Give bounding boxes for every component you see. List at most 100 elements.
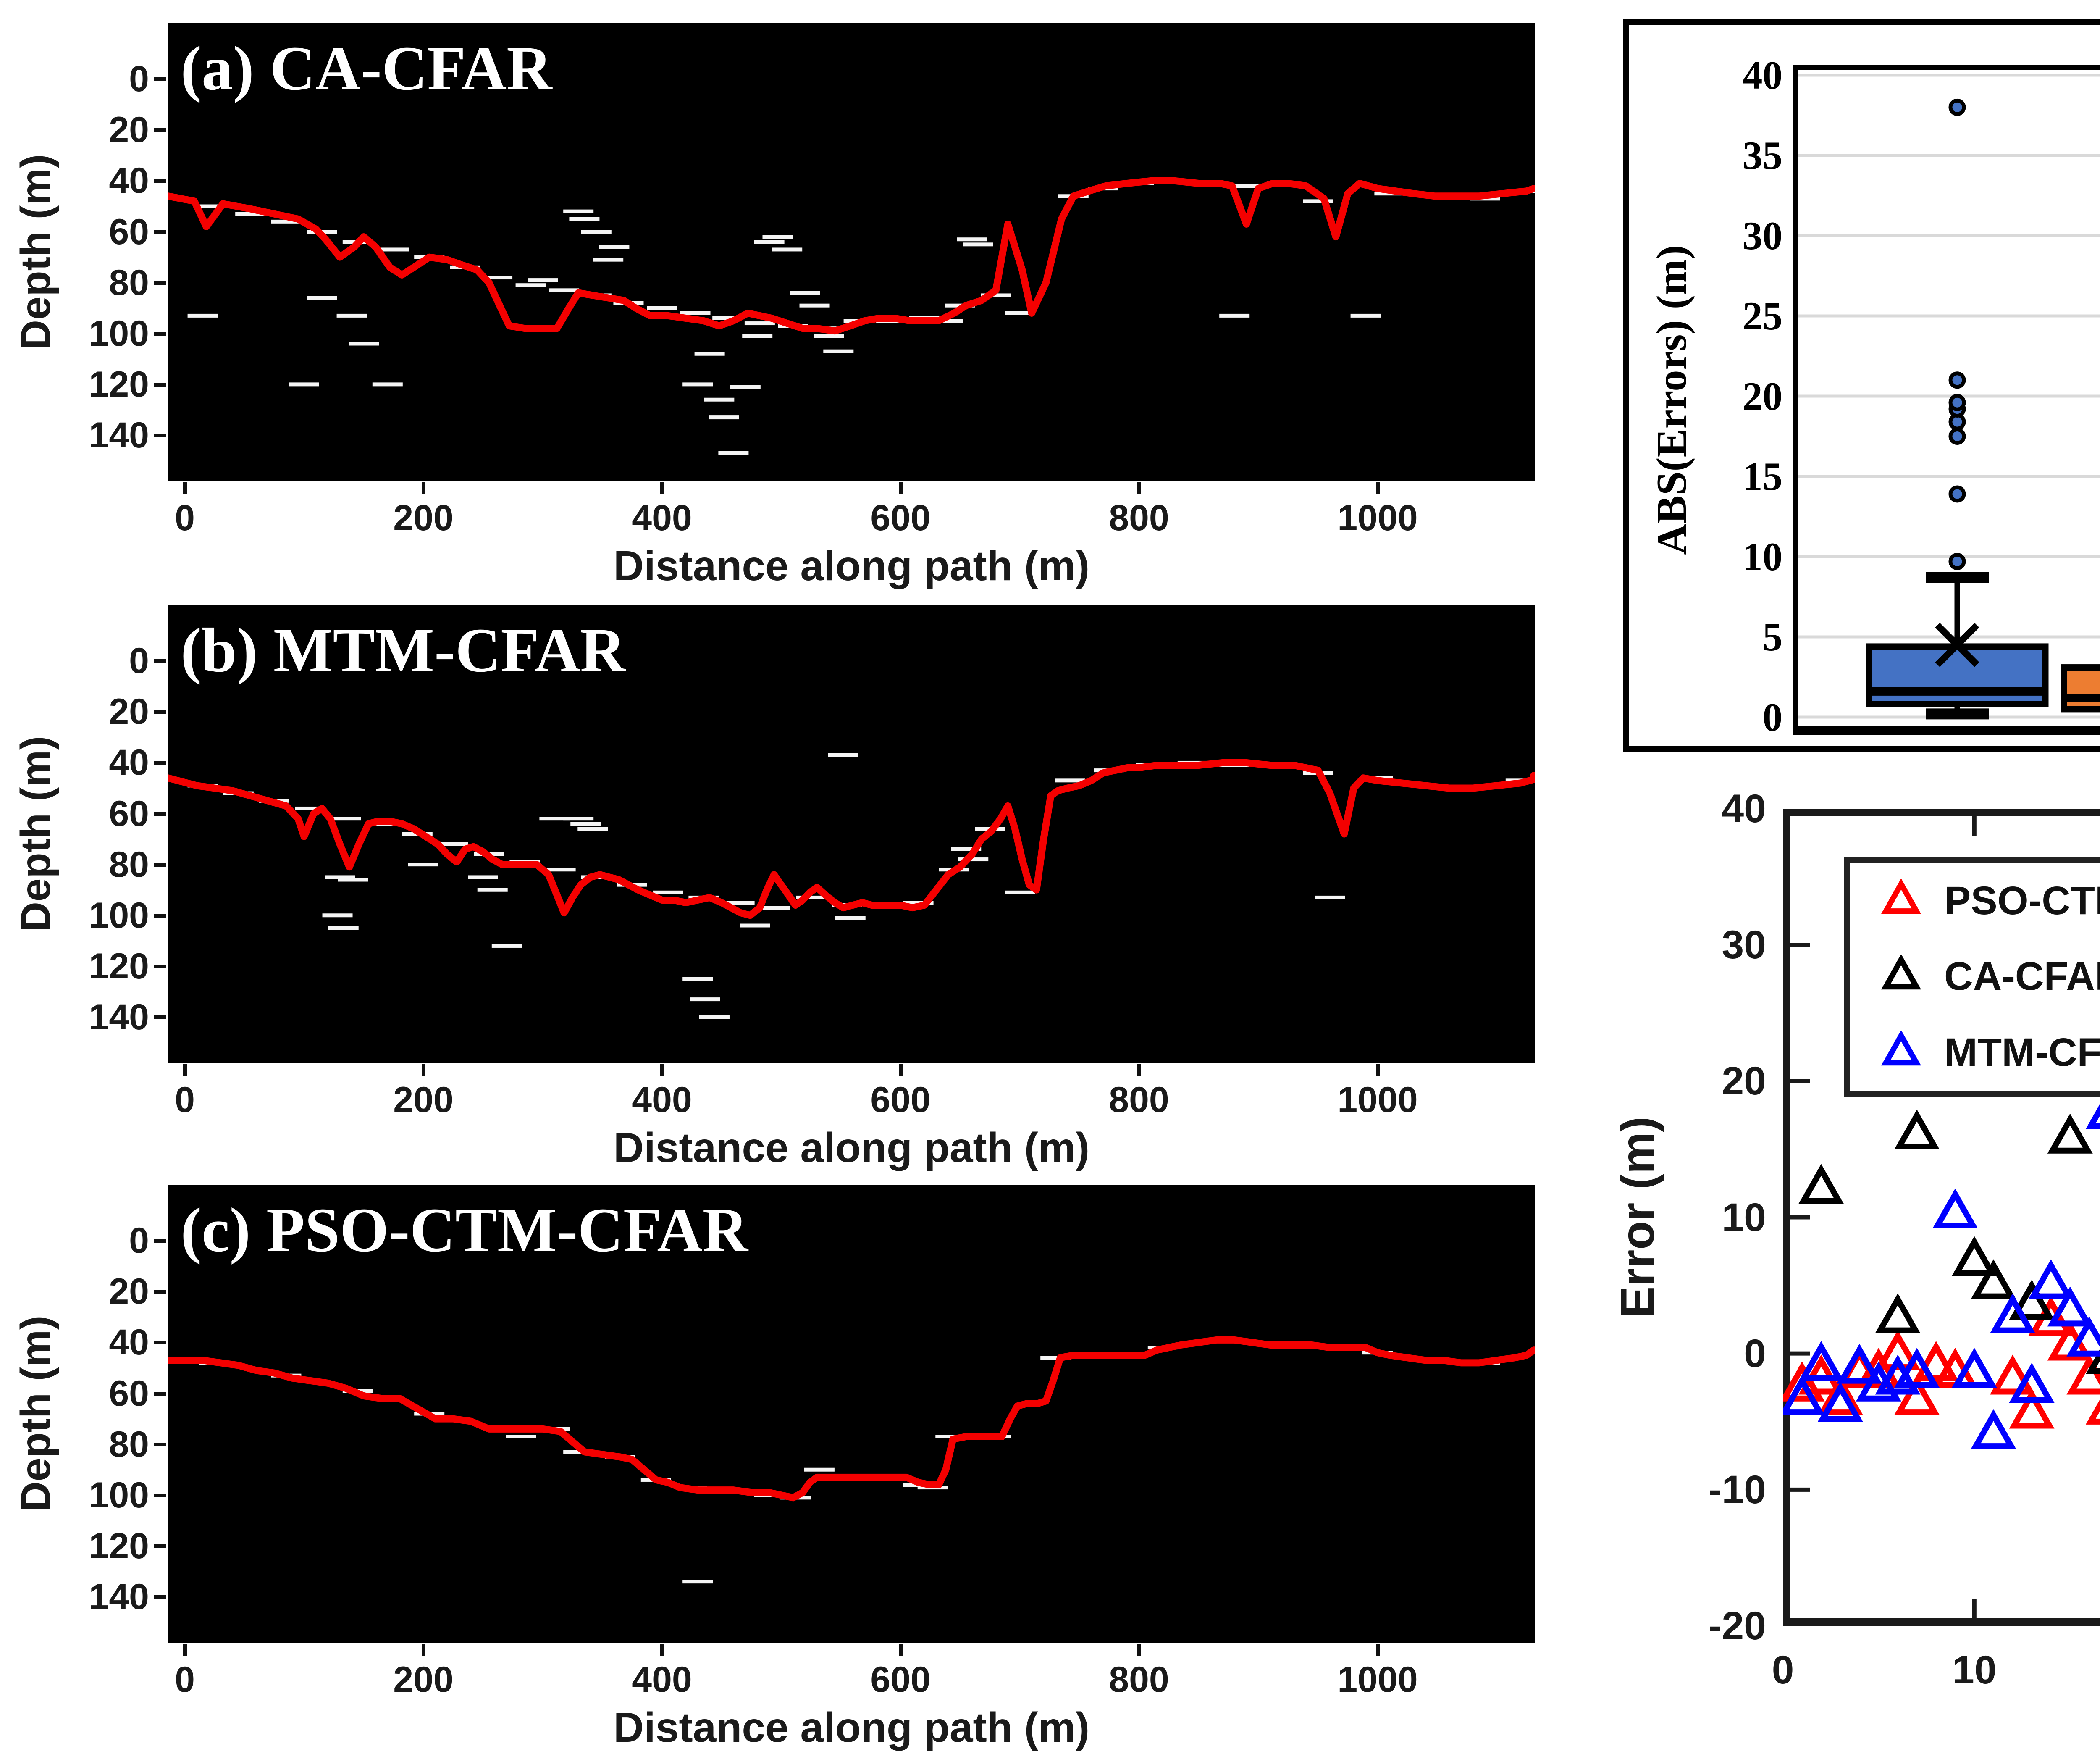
sonar-detection	[730, 385, 761, 389]
sonar-detection	[828, 753, 858, 757]
y-tick-label: 20	[1743, 374, 1782, 418]
y-tick-label: 20	[109, 692, 149, 732]
x-tick-mark	[660, 482, 664, 494]
x-tick-mark	[422, 1064, 425, 1076]
scatter-x-axis-label: Trace	[1783, 1697, 2100, 1748]
sonar-detection	[796, 895, 826, 899]
sonar-detection	[563, 1450, 594, 1454]
sonar-detection	[378, 247, 409, 252]
y-tick-label: 60	[109, 1373, 149, 1414]
x-tick-mark	[1137, 1644, 1141, 1656]
sonar-detection	[1055, 778, 1085, 783]
sonar-detection	[593, 258, 624, 262]
panel-a-plot-area	[168, 23, 1535, 481]
x-tick-label: 200	[393, 1659, 454, 1700]
sonar-detection	[762, 235, 793, 239]
sonar-detection	[331, 817, 361, 821]
box-group-MTM-CFAR	[2061, 664, 2100, 713]
data-point-triangle	[1971, 1409, 2016, 1449]
legend-label-mtm: MTM-CFAR	[1944, 1030, 2100, 1075]
sonar-detection	[957, 237, 987, 242]
y-tick-label: 20	[109, 1271, 149, 1312]
y-tick-mark	[154, 1544, 166, 1548]
outlier-point	[1948, 371, 1966, 389]
y-tick-label: 0	[129, 1220, 149, 1261]
sonar-detection	[903, 901, 934, 905]
x-tick-mark	[660, 1644, 664, 1656]
boxplot-plot-area	[1793, 65, 2100, 735]
y-tick-label: 0	[1744, 1331, 1766, 1376]
panel-d-boxplot: ABS(Errors) (m) (d) CA-CFAR MTM-CFAR PSO…	[1623, 19, 2100, 752]
sonar-detection	[1231, 184, 1262, 188]
panel-c-pso-ctm-cfar: (c) PSO-CTM-CFAR Depth (m) Distance alon…	[0, 1185, 2100, 1754]
panel-b-depth-image	[168, 605, 1535, 1063]
sonar-detection	[193, 204, 224, 208]
scatter-legend: PSO-CTM-CFAR CA-CFAR MTM-CFAR	[1844, 857, 2100, 1097]
x-tick-label: 10	[1952, 1648, 1997, 1692]
y-tick-mark	[154, 1442, 166, 1446]
data-point-triangle	[1990, 1293, 2036, 1333]
sonar-detection	[1040, 1356, 1071, 1360]
sonar-detection	[1315, 895, 1345, 899]
y-tick-label: 10	[1743, 534, 1782, 579]
y-tick-label: 120	[89, 1525, 150, 1566]
y-tick-label: 80	[109, 262, 149, 303]
y-tick-mark	[154, 281, 166, 285]
x-tick-label: 800	[1109, 1659, 1169, 1700]
x-tick-mark	[183, 482, 187, 494]
sonar-detection	[981, 293, 1011, 297]
x-tick-label: 800	[1109, 1080, 1169, 1120]
x-tick-mark	[1376, 1644, 1380, 1656]
data-point-triangle	[2066, 1316, 2100, 1357]
sonar-detection	[187, 313, 218, 318]
x-tick-mark	[899, 482, 903, 494]
x-tick-label: 800	[1109, 498, 1169, 538]
data-point-triangle	[1951, 1236, 1997, 1276]
boxplot-frame	[1793, 65, 2100, 735]
y-tick-label: 120	[89, 364, 150, 405]
sonar-detection	[744, 321, 775, 326]
y-tick-label: 30	[1743, 213, 1782, 258]
data-point-triangle	[1971, 1259, 2016, 1299]
y-tick-mark	[154, 659, 166, 663]
y-tick-label: 20	[109, 110, 149, 150]
triangle-marker-icon	[1881, 878, 1922, 914]
x-tick-label: 400	[632, 1659, 692, 1700]
panel-c-title: (c) PSO-CTM-CFAR	[181, 1195, 748, 1265]
sonar-detection	[718, 451, 749, 455]
sonar-detection	[549, 288, 580, 292]
y-tick-mark	[154, 913, 166, 918]
sonar-detection	[804, 1467, 835, 1472]
sonar-detection	[835, 916, 866, 920]
sonar-detection	[712, 316, 743, 320]
y-tick-mark	[154, 434, 166, 437]
sonar-detection	[694, 352, 725, 356]
y-tick-mark	[154, 710, 166, 714]
y-tick-mark	[154, 812, 166, 816]
y-tick-mark	[154, 761, 166, 765]
sonar-detection	[338, 878, 368, 882]
panel-b-mtm-cfar: (b) MTM-CFAR Depth (m) Distance along pa…	[0, 605, 2100, 1187]
x-tick-label: 200	[393, 1080, 454, 1120]
x-tick-label: 600	[870, 1080, 931, 1120]
x-tick-mark	[1137, 1064, 1141, 1076]
data-point-triangle	[2028, 1259, 2074, 1299]
sonar-detection	[563, 817, 594, 821]
panel-b-plot-area	[168, 605, 1535, 1063]
sonar-detection	[372, 382, 403, 387]
sonar-detection	[578, 827, 608, 831]
y-tick-mark	[154, 863, 166, 867]
y-tick-mark	[154, 77, 166, 82]
sonar-detection	[271, 219, 302, 224]
x-tick-label: 1000	[1337, 1080, 1418, 1120]
sonar-detection	[760, 906, 790, 910]
sonar-detection	[563, 209, 594, 213]
y-tick-label: 40	[1722, 786, 1766, 831]
x-tick-mark	[422, 482, 425, 494]
data-point-triangle	[1913, 1341, 1959, 1381]
x-tick-label: 600	[870, 498, 931, 538]
sonar-detection	[799, 303, 830, 308]
boxplot-chart	[1793, 65, 2100, 735]
data-point-triangle	[1783, 1375, 1825, 1415]
data-point-triangle	[1875, 1293, 1921, 1333]
